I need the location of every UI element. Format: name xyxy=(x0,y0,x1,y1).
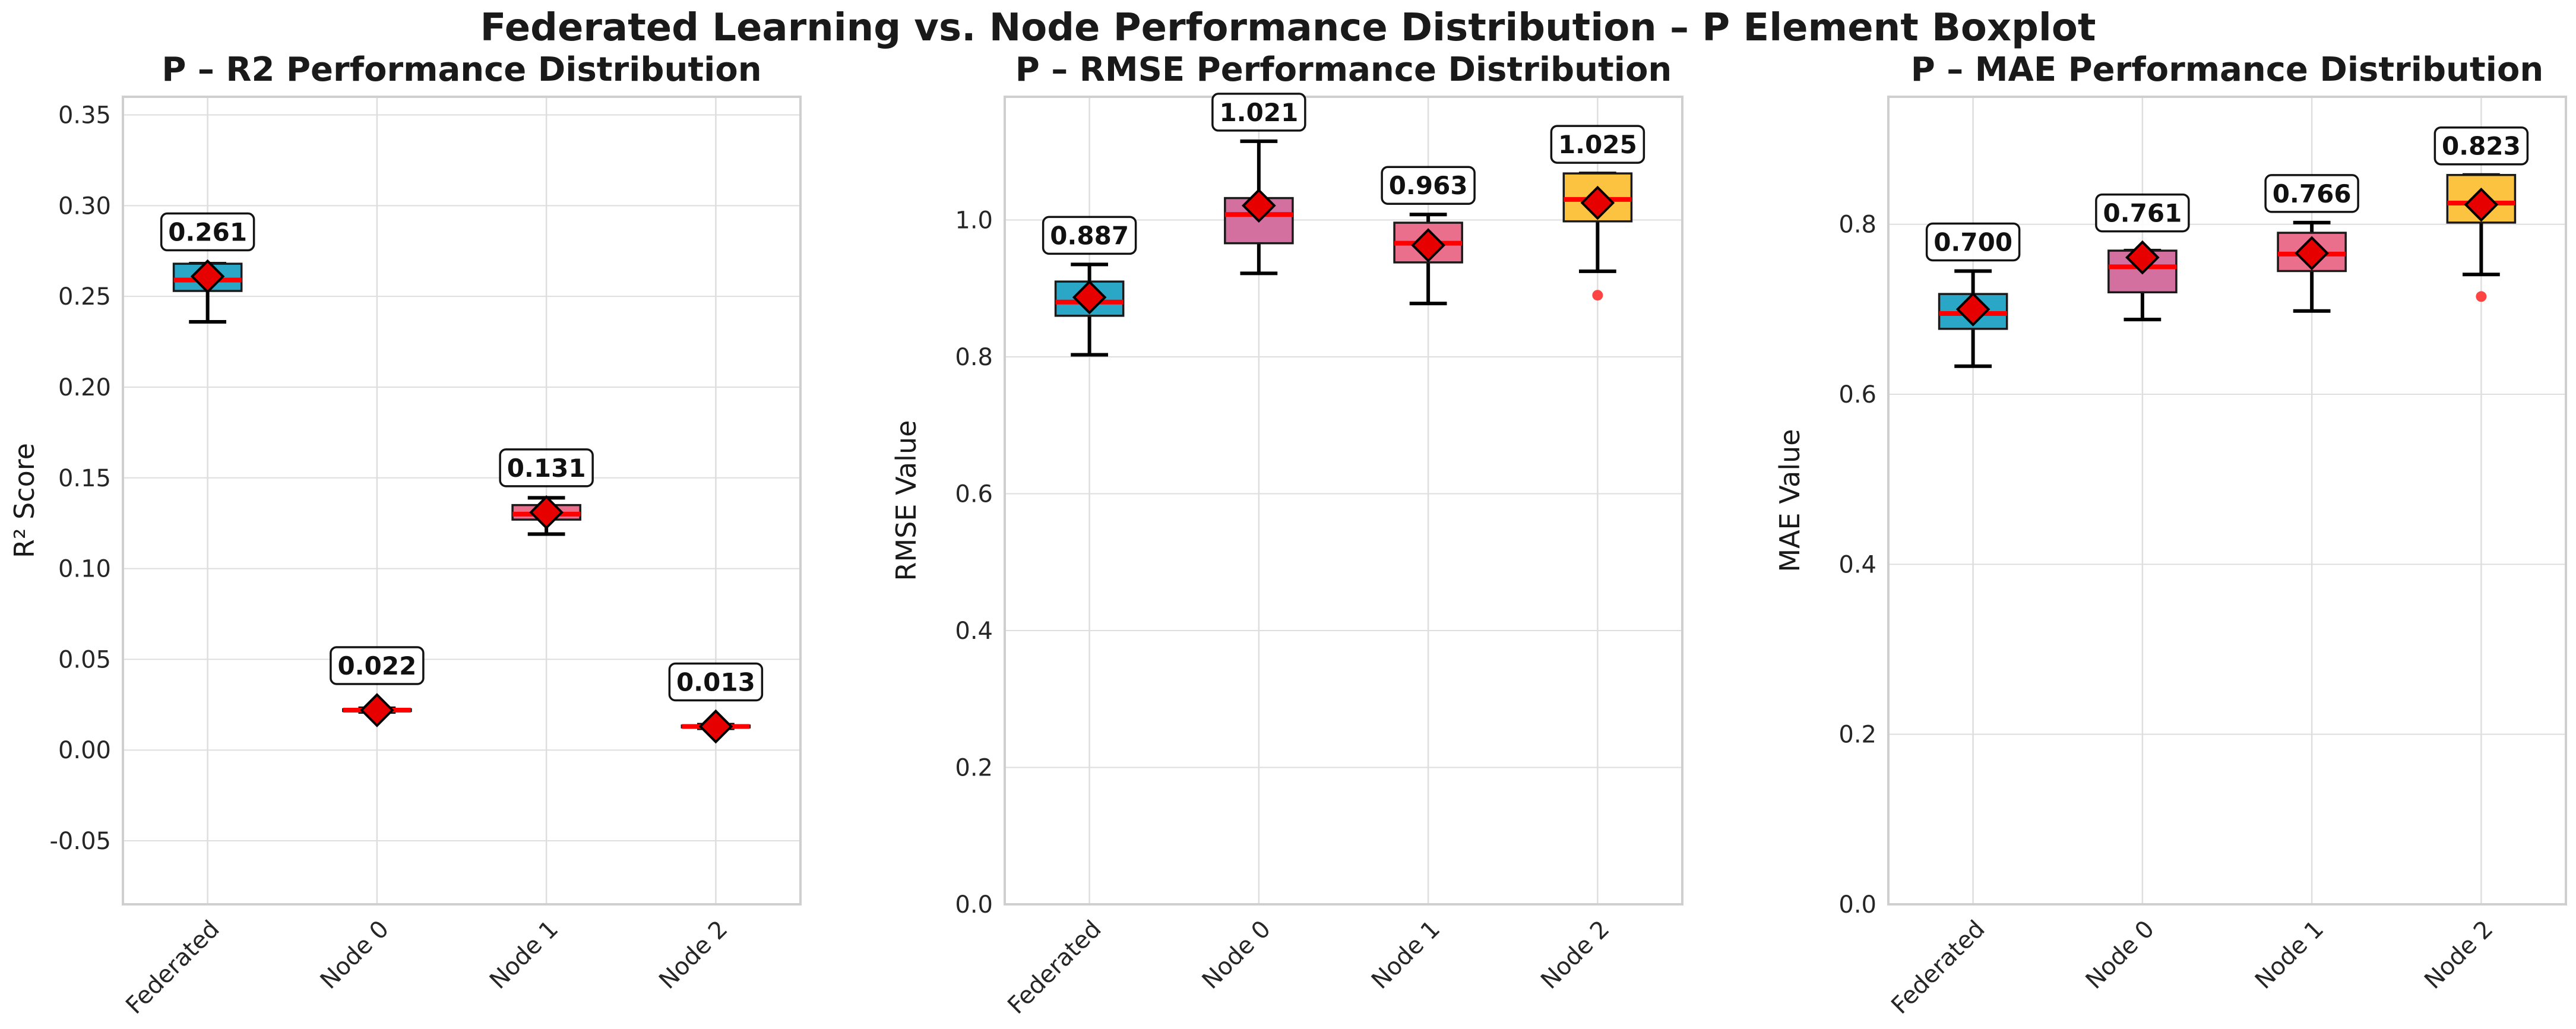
r2-y-axis-label: R² Score xyxy=(8,443,40,558)
rmse-node-0-mean-label: 1.021 xyxy=(1219,98,1298,127)
r2-axes-frame xyxy=(122,96,802,905)
r2-y-tick-label: 0.00 xyxy=(58,737,111,764)
r2-federated-mean-marker xyxy=(190,259,225,294)
r2-node-1-mean-marker xyxy=(529,495,564,530)
r2-panel: -0.05 0.00 0.05 0.10 0.15 0.20 0.25 0.30 0.35 P –… xyxy=(8,50,802,1019)
rmse-node-2-mean-marker xyxy=(1580,185,1615,220)
mae-federated-mean-marker xyxy=(1955,292,1990,327)
r2-y-tick-label: 0.20 xyxy=(58,374,111,401)
rmse-node-0-mean-label-box xyxy=(1211,93,1306,132)
r2-federated-mean-label-box xyxy=(160,212,255,252)
rmse-y-tick-label: 0.2 xyxy=(955,754,993,781)
r2-panel-title: P – R2 Performance Distribution xyxy=(162,50,761,89)
r2-y-tick-label: -0.05 xyxy=(50,828,112,855)
mae-node-1-mean-label-box xyxy=(2264,174,2359,213)
r2-y-tick-label: 0.05 xyxy=(58,646,111,673)
r2-node-0-mean-marker xyxy=(360,693,394,727)
r2-y-tick-label: 0.10 xyxy=(58,556,111,583)
rmse-node-1-mean-label: 0.963 xyxy=(1389,171,1468,200)
mae-node-2-outlier-point xyxy=(2476,291,2487,302)
rmse-y-tick-label: 0.6 xyxy=(955,480,993,508)
mae-node-2-mean-label: 0.823 xyxy=(2442,132,2521,161)
rmse-node-2-mean-label-box xyxy=(1550,125,1645,164)
rmse-node-1-mean-marker xyxy=(1411,228,1445,262)
rmse-y-tick-label: 0.4 xyxy=(955,618,993,645)
rmse-y-axis-label: RMSE Value xyxy=(890,420,922,581)
mae-node-0-mean-label: 0.761 xyxy=(2103,199,2182,228)
rmse-node-0-mean-marker xyxy=(1242,188,1276,223)
rmse-y-tick-label: 0.8 xyxy=(955,344,993,371)
rmse-y-tick-label: 1.0 xyxy=(955,207,993,234)
mae-node-0-mean-label-box xyxy=(2095,193,2190,233)
rmse-y-tick-label: 0.0 xyxy=(955,891,993,919)
mae-y-tick-label: 0.6 xyxy=(1838,381,1876,409)
mae-node-1-mean-marker xyxy=(2295,236,2329,271)
mae-y-axis-label: MAE Value xyxy=(1774,429,1806,572)
mae-node-1-mean-label: 0.766 xyxy=(2273,179,2352,208)
rmse-node-1-mean-label-box xyxy=(1381,166,1476,205)
mae-y-tick-label: 0.2 xyxy=(1838,721,1876,749)
figure-suptitle: Federated Learning vs. Node Performance … xyxy=(480,6,2096,50)
r2-node-2-mean-marker xyxy=(698,709,733,744)
r2-node-2-mean-label-box xyxy=(668,662,764,702)
rmse-axes-frame xyxy=(1004,96,1683,905)
mae-y-tick-label: 0.4 xyxy=(1838,551,1876,578)
r2-y-tick-label: 0.15 xyxy=(58,465,111,492)
mae-node-2-mean-label-box xyxy=(2433,126,2529,166)
r2-node-1-mean-label-box xyxy=(499,448,594,487)
rmse-federated-mean-label-box xyxy=(1042,216,1137,255)
rmse-panel: 0.0 0.2 0.4 0.6 0.8 1.0 P – RMSE Performance D… xyxy=(890,50,1683,1019)
rmse-node-2-mean-label: 1.025 xyxy=(1558,130,1637,159)
r2-node-0-mean-label: 0.022 xyxy=(337,651,416,680)
r2-node-0-mean-label-box xyxy=(330,646,425,685)
mae-axes-frame xyxy=(1887,96,2567,905)
rmse-panel-title: P – RMSE Performance Distribution xyxy=(1015,50,1672,89)
r2-y-tick-label: 0.35 xyxy=(58,102,111,129)
rmse-federated-mean-label: 0.887 xyxy=(1050,221,1129,250)
mae-node-2-mean-marker xyxy=(2464,187,2499,222)
mae-panel-title: P – MAE Performance Distribution xyxy=(1911,50,2543,89)
mae-federated-mean-label-box xyxy=(1925,222,2021,262)
mae-panel: 0.0 0.2 0.4 0.6 0.8 P – MAE Performance Distr… xyxy=(1774,50,2567,1019)
r2-y-tick-label: 0.30 xyxy=(58,192,111,220)
rmse-federated-mean-marker xyxy=(1072,280,1107,315)
mae-node-2-box xyxy=(2446,173,2517,224)
r2-node-1-mean-label: 0.131 xyxy=(507,454,586,483)
mae-federated-mean-label: 0.700 xyxy=(1933,227,2012,257)
mae-y-tick-label: 0.8 xyxy=(1838,211,1876,239)
rmse-node-2-outlier-point xyxy=(1592,290,1603,301)
r2-y-tick-label: 0.25 xyxy=(58,283,111,311)
r2-federated-mean-label: 0.261 xyxy=(168,218,247,247)
r2-node-2-mean-label: 0.013 xyxy=(676,667,755,696)
mae-node-0-mean-marker xyxy=(2125,240,2160,275)
mae-y-tick-label: 0.0 xyxy=(1838,891,1876,919)
